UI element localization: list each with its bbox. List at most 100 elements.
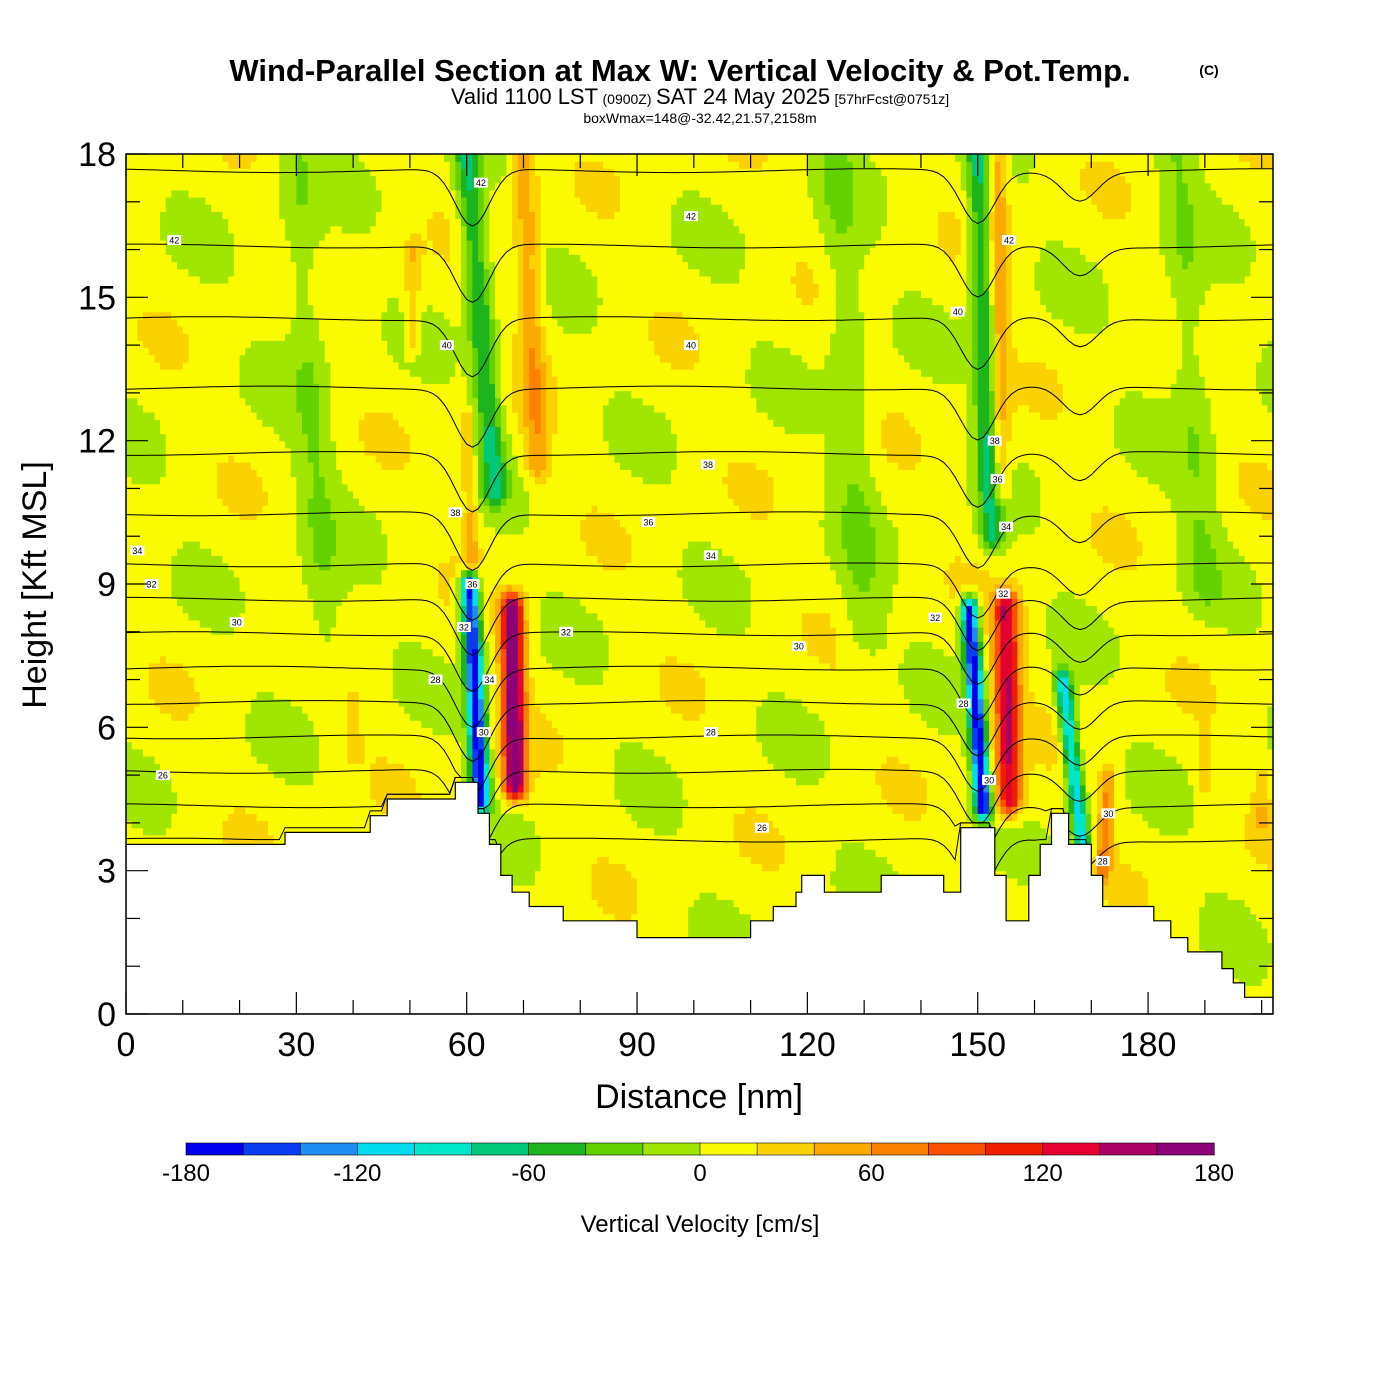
velocity-cell (279, 763, 286, 771)
velocity-cell (256, 304, 263, 313)
velocity-cell (182, 763, 190, 771)
velocity-cell (336, 433, 343, 442)
velocity-cell (222, 677, 229, 685)
velocity-cell (313, 691, 320, 700)
velocity-cell (148, 619, 155, 628)
velocity-cell (233, 189, 241, 198)
velocity-cell (228, 569, 235, 578)
velocity-cell (239, 705, 246, 714)
velocity-cell (216, 691, 224, 700)
velocity-cell (182, 756, 190, 764)
velocity-cell (347, 806, 354, 814)
velocity-cell (313, 619, 320, 628)
velocity-cell (126, 347, 133, 356)
velocity-cell (194, 404, 201, 413)
velocity-cell (262, 490, 269, 499)
velocity-cell (290, 756, 297, 764)
velocity-cell (199, 354, 207, 363)
velocity-cell (319, 361, 326, 370)
velocity-cell (353, 705, 360, 714)
velocity-cell (171, 455, 178, 463)
velocity-cell (148, 662, 155, 671)
velocity-cell (143, 297, 150, 306)
velocity-cell (284, 318, 292, 327)
velocity-cell (307, 261, 314, 270)
velocity-cell (188, 641, 195, 650)
velocity-cell (336, 734, 343, 743)
velocity-cell (160, 490, 167, 499)
velocity-cell (199, 598, 207, 607)
velocity-cell (290, 569, 297, 578)
velocity-cell (296, 619, 303, 628)
velocity-cell (262, 827, 269, 836)
velocity-cell (137, 713, 144, 721)
velocity-cell (177, 763, 184, 771)
velocity-cell (154, 275, 161, 284)
velocity-cell (222, 304, 229, 313)
velocity-cell (160, 232, 167, 241)
velocity-cell (148, 376, 155, 384)
velocity-cell (313, 670, 320, 678)
velocity-cell (330, 161, 337, 169)
velocity-cell (222, 512, 229, 521)
velocity-cell (143, 641, 150, 650)
velocity-cell (143, 483, 150, 492)
velocity-cell (171, 161, 178, 169)
velocity-cell (319, 354, 326, 363)
velocity-cell (171, 254, 178, 263)
velocity-cell (341, 548, 349, 556)
velocity-cell (143, 383, 150, 392)
velocity-cell (126, 433, 133, 442)
velocity-cell (211, 340, 218, 349)
velocity-cell (194, 569, 201, 578)
velocity-cell (284, 799, 292, 807)
velocity-cell (222, 641, 229, 650)
velocity-cell (165, 268, 173, 277)
velocity-cell (353, 376, 360, 384)
velocity-cell (160, 283, 167, 291)
velocity-cell (154, 154, 161, 162)
velocity-cell (336, 218, 343, 227)
velocity-cell (245, 576, 252, 585)
velocity-cell (302, 720, 309, 728)
velocity-cell (341, 677, 349, 685)
velocity-cell (336, 677, 343, 685)
velocity-cell (245, 727, 252, 736)
velocity-cell (267, 627, 275, 635)
velocity-cell (313, 326, 320, 334)
velocity-cell (284, 777, 292, 786)
velocity-cell (250, 677, 258, 685)
velocity-cell (160, 619, 167, 628)
velocity-cell (250, 232, 258, 241)
velocity-cell (160, 369, 167, 377)
velocity-cell (284, 297, 292, 306)
velocity-cell (307, 756, 314, 764)
velocity-cell (302, 412, 309, 420)
velocity-cell (284, 741, 292, 750)
velocity-cell (245, 254, 252, 263)
velocity-cell (336, 426, 343, 435)
velocity-cell (182, 390, 190, 399)
velocity-cell (160, 247, 167, 255)
velocity-cell (228, 512, 235, 521)
velocity-cell (222, 576, 229, 585)
velocity-cell (250, 490, 258, 499)
velocity-cell (358, 641, 366, 650)
velocity-cell (199, 691, 207, 700)
velocity-cell (273, 311, 280, 320)
velocity-cell (273, 691, 280, 700)
velocity-cell (358, 512, 366, 521)
velocity-cell (262, 784, 269, 793)
velocity-cell (279, 677, 286, 685)
velocity-cell (137, 283, 144, 291)
velocity-cell (228, 677, 235, 685)
velocity-cell (302, 462, 309, 470)
velocity-cell (228, 397, 235, 406)
velocity-cell (199, 791, 207, 800)
velocity-cell (296, 498, 303, 506)
velocity-cell (330, 584, 337, 592)
velocity-cell (319, 490, 326, 499)
velocity-cell (302, 340, 309, 349)
velocity-cell (160, 541, 167, 549)
velocity-cell (182, 605, 190, 614)
